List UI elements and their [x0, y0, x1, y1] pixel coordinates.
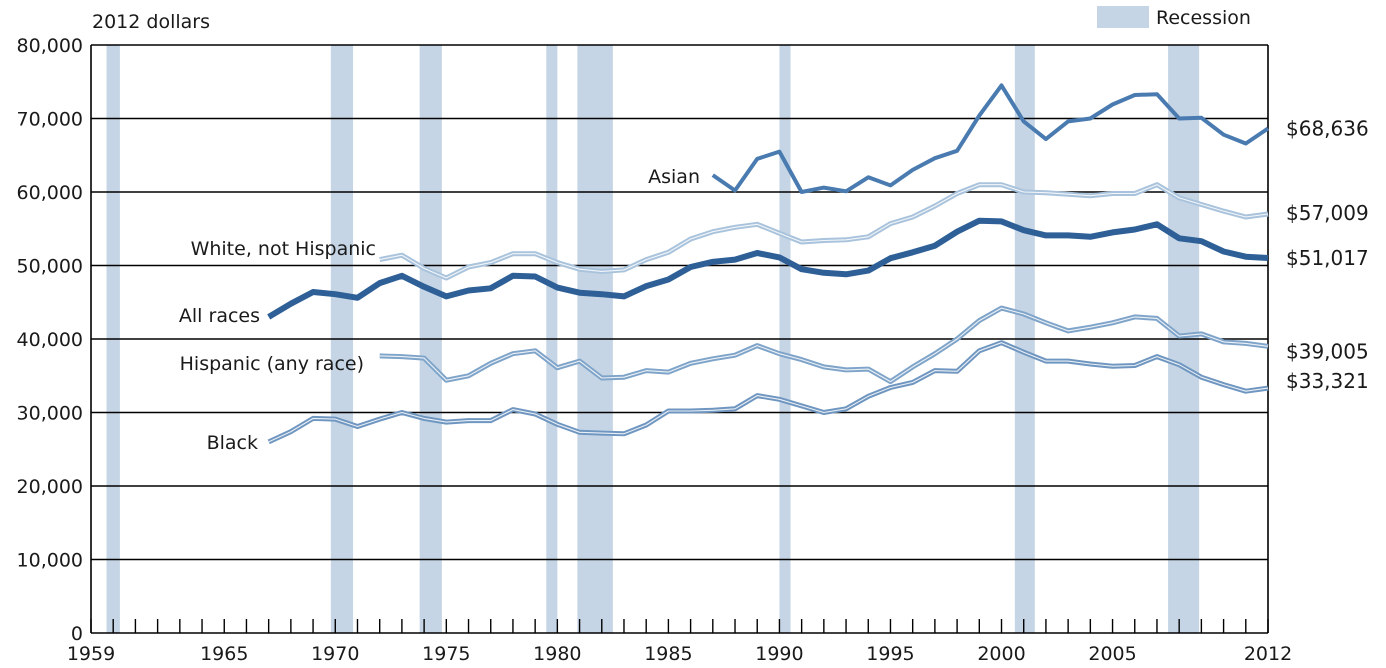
y-tick-label: 10,000: [17, 550, 83, 572]
series-line-highlight-black: [268, 342, 1269, 443]
legend-label-recession: Recession: [1156, 7, 1251, 29]
series-label-asian: Asian: [648, 166, 700, 188]
y-tick-label: 30,000: [17, 403, 83, 425]
end-value-label-hispanic-any-race: $39,005: [1286, 339, 1369, 363]
series-label-all-races: All races: [179, 305, 260, 327]
series-label-white-not-hispanic: White, not Hispanic: [191, 238, 376, 260]
y-tick-label: 80,000: [17, 35, 83, 57]
x-tick-label: 1985: [644, 643, 692, 665]
x-tick-label: 2012: [1244, 643, 1292, 665]
end-value-label-all-races: $51,017: [1286, 246, 1369, 270]
series-label-hispanic-any-race: Hispanic (any race): [180, 353, 364, 375]
y-tick-label: 50,000: [17, 256, 83, 278]
series-line-hispanic-any-race: [379, 305, 1269, 385]
end-value-label-white-not-hispanic: $57,009: [1286, 201, 1369, 225]
end-value-label-black: $33,321: [1286, 369, 1369, 393]
x-tick-label: 1959: [67, 643, 115, 665]
end-value-label-asian: $68,636: [1286, 117, 1369, 141]
y-tick-label: 20,000: [17, 476, 83, 498]
y-tick-label: 60,000: [17, 182, 83, 204]
legend-swatch-recession: [1097, 6, 1149, 28]
y-tick-label: 40,000: [17, 329, 83, 351]
x-tick-label: 1990: [755, 643, 803, 665]
series-line-highlight-white-not-hispanic: [379, 184, 1269, 279]
series-lines: [267, 83, 1270, 445]
y-tick-label: 0: [71, 623, 83, 645]
series-line-highlight-hispanic-any-race: [379, 307, 1269, 383]
series-label-black: Black: [207, 432, 258, 454]
legend: Recession: [1097, 6, 1251, 29]
x-tick-label: 1995: [866, 643, 914, 665]
x-tick-label: 1965: [200, 643, 248, 665]
series-line-asian: [711, 83, 1270, 194]
grid-lines: [91, 44, 1268, 561]
series-line-all-races: [267, 217, 1269, 320]
labels: Asian $68,636 White, not Hispanic $57,009 Al…: [179, 117, 1369, 454]
axes: 0 10,000 20,000 30,000 40,000 50,000 60,000 70,…: [17, 35, 1293, 665]
x-tick-label: 1975: [422, 643, 470, 665]
y-tick-label: 70,000: [17, 109, 83, 131]
x-tick-label: 1980: [533, 643, 581, 665]
x-tick-label: 2000: [977, 643, 1025, 665]
y-axis-unit-label: 2012 dollars: [92, 11, 210, 33]
x-tick-label: 2005: [1088, 643, 1136, 665]
x-tick-label: 1970: [311, 643, 359, 665]
